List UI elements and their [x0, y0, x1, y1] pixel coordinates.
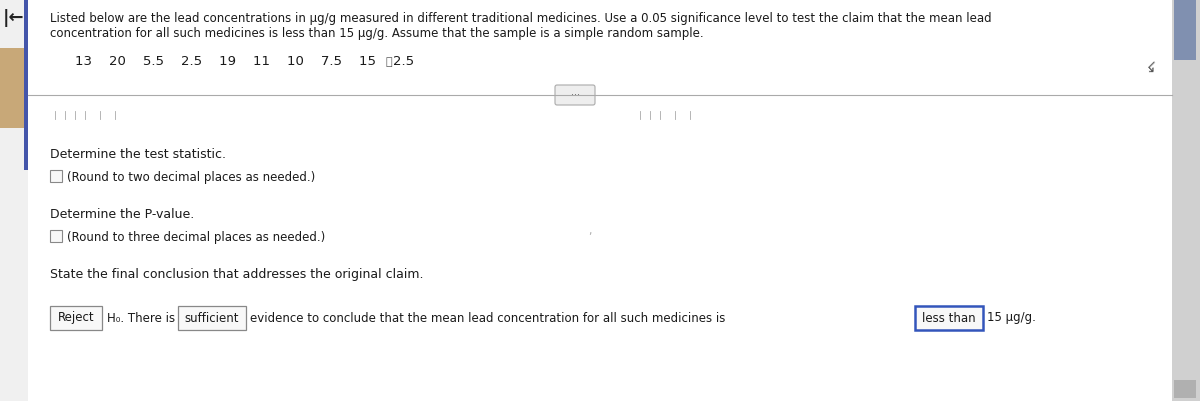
Text: ⧉: ⧉: [385, 57, 391, 67]
Text: |←: |←: [4, 9, 25, 27]
Bar: [50, 170, 62, 182]
Text: 15 μg/g.: 15 μg/g.: [986, 312, 1036, 324]
Text: ,: ,: [588, 226, 592, 236]
FancyBboxPatch shape: [554, 85, 595, 105]
Bar: [50, 230, 62, 242]
Text: Determine the test statistic.: Determine the test statistic.: [50, 148, 226, 161]
Text: sufficient: sufficient: [185, 312, 239, 324]
Text: (Round to two decimal places as needed.): (Round to two decimal places as needed.): [67, 171, 316, 184]
Bar: [50, 306, 102, 330]
Text: State the final conclusion that addresses the original claim.: State the final conclusion that addresse…: [50, 268, 424, 281]
Text: less than: less than: [922, 312, 976, 324]
Text: ···: ···: [570, 90, 580, 100]
Bar: [0, 48, 28, 128]
Bar: [1172, 0, 1200, 401]
Bar: [1174, 0, 1196, 60]
Bar: [916, 306, 983, 330]
Bar: [178, 306, 246, 330]
Text: (Round to three decimal places as needed.): (Round to three decimal places as needed…: [67, 231, 325, 244]
Bar: [1174, 380, 1196, 398]
Text: ↳: ↳: [1140, 60, 1159, 80]
Text: concentration for all such medicines is less than 15 μg/g. Assume that the sampl: concentration for all such medicines is …: [50, 27, 703, 40]
Text: Determine the P-value.: Determine the P-value.: [50, 208, 194, 221]
Text: H₀. There is: H₀. There is: [107, 312, 175, 324]
Text: Reject: Reject: [58, 312, 95, 324]
Bar: [0, 0, 28, 401]
Text: Listed below are the lead concentrations in μg/g measured in different tradition: Listed below are the lead concentrations…: [50, 12, 991, 25]
Text: evidence to conclude that the mean lead concentration for all such medicines is: evidence to conclude that the mean lead …: [250, 312, 725, 324]
Bar: [24, 0, 28, 170]
Text: 13    20    5.5    2.5    19    11    10    7.5    15    2.5: 13 20 5.5 2.5 19 11 10 7.5 15 2.5: [74, 55, 414, 68]
